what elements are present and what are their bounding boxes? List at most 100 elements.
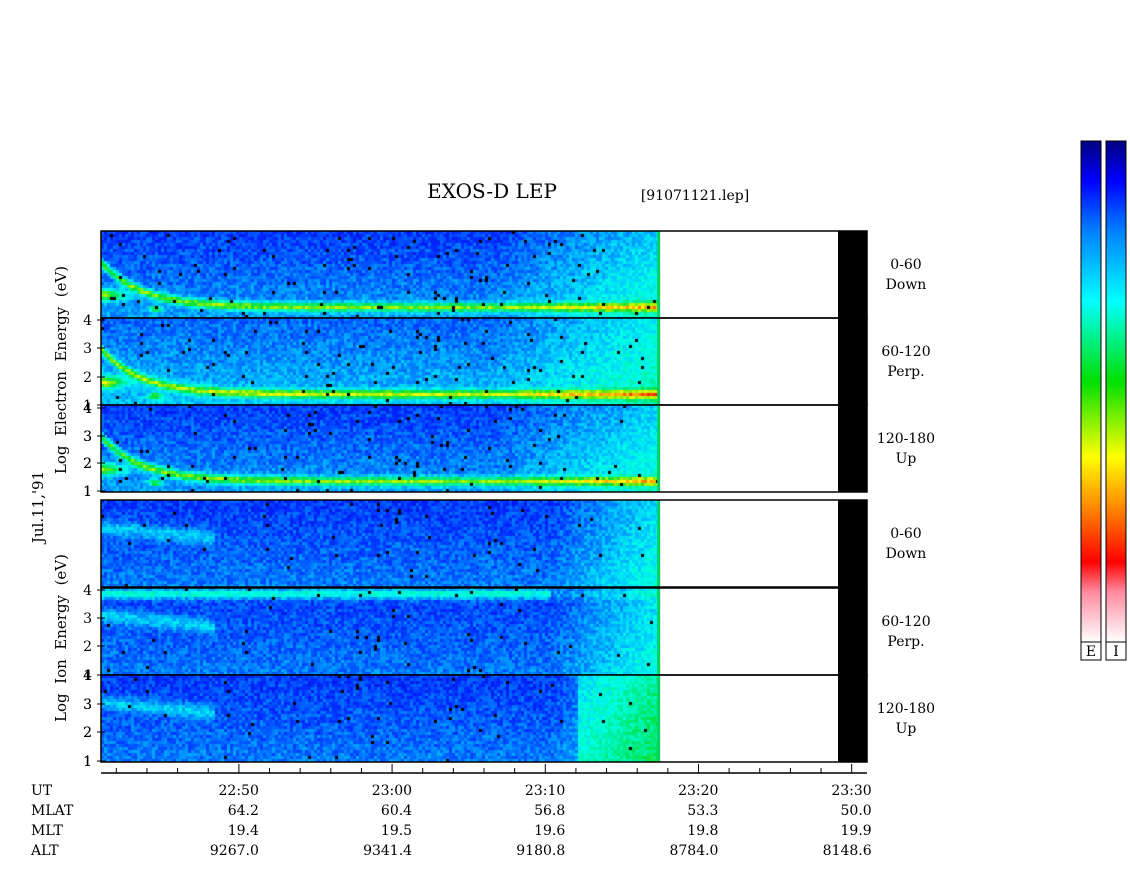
- orbit-row-label: UT: [31, 783, 53, 799]
- orbit-table: UT MLAT MLT ALT 22:50 64.2 19.4 9267.0 23:00 60.4…: [30, 783, 872, 859]
- no-data-block: [838, 231, 867, 318]
- orbit-value-alt: 8148.6: [823, 843, 872, 859]
- y-tick-label: 3: [83, 611, 92, 627]
- time-axis: [101, 764, 867, 774]
- panel-frame: [100, 674, 868, 763]
- panel-direction-label: Down: [886, 277, 927, 293]
- spectrogram-image: [101, 500, 660, 587]
- panel-0: 1 2 3 4: [83, 230, 868, 500]
- y-tick-label: 4: [83, 313, 92, 329]
- panel-1: 1 2 3 4: [83, 313, 868, 414]
- data-edge: [657, 318, 661, 405]
- y-tick-label: 4: [83, 401, 92, 417]
- y-tick-label: 1: [83, 754, 92, 770]
- y-tick-label: 2: [83, 370, 92, 386]
- y-tick-label: 4: [83, 668, 92, 684]
- panel-angle-label: 120-180: [877, 701, 935, 717]
- no-data-block: [838, 318, 867, 405]
- y-tick-label: 1: [83, 754, 92, 770]
- colorbar-label-e: E: [1086, 644, 1096, 660]
- no-data-block: [838, 500, 867, 587]
- y-tick-label: 1: [83, 668, 92, 684]
- orbit-value-mlat: 60.4: [381, 803, 412, 819]
- colorbar-ion: I: [1105, 140, 1127, 661]
- panel-angle-label: 60-120: [881, 344, 930, 360]
- orbit-value-alt: 9267.0: [210, 843, 259, 859]
- ion-ylabel: Log Ion Energy (eV): [52, 554, 70, 722]
- data-edge: [657, 588, 661, 675]
- y-tick-label: 3: [83, 697, 92, 713]
- axis-labels: 0-60 Down 60-120 Perp. 120-180 Up 0-60 Down 60-1…: [29, 257, 935, 737]
- y-tick-label: 3: [83, 429, 92, 445]
- panel-angle-label: 0-60: [890, 526, 921, 542]
- y-tick-label: 3: [83, 341, 92, 357]
- orbit-value-mlat: 50.0: [841, 803, 872, 819]
- orbit-value-mlt: 19.8: [687, 823, 718, 839]
- panel-2: 1 2 3 4: [83, 401, 868, 500]
- y-tick-label: 3: [83, 429, 92, 445]
- panel-direction-label: Down: [886, 546, 927, 562]
- orbit-value-ut: 23:10: [525, 783, 565, 799]
- chart-title: EXOS-D LEP: [427, 179, 557, 203]
- data-edge: [657, 405, 661, 492]
- panel-direction-label: Perp.: [887, 634, 924, 650]
- y-tick-label: 1: [83, 484, 92, 500]
- orbit-value-alt: 9341.4: [363, 843, 412, 859]
- colorbar-label-i: I: [1113, 644, 1119, 660]
- spectrogram-image: [101, 231, 660, 318]
- panel-angle-label: 0-60: [890, 257, 921, 273]
- y-tick-label: 2: [83, 456, 92, 472]
- date-label: Jul.11,'91: [29, 471, 47, 545]
- orbit-value-mlat: 53.3: [687, 803, 718, 819]
- spectrogram-image: [101, 588, 660, 675]
- y-tick-label: 2: [83, 456, 92, 472]
- orbit-value-mlt: 19.9: [841, 823, 872, 839]
- y-tick-label: 3: [83, 697, 92, 713]
- electron-ylabel: Log Electron Energy (eV): [52, 266, 70, 474]
- data-edge: [657, 675, 661, 762]
- orbit-value-mlt: 19.5: [381, 823, 412, 839]
- orbit-value-alt: 9180.8: [516, 843, 565, 859]
- panel-direction-label: Up: [896, 721, 917, 737]
- y-tick-label: 2: [83, 725, 92, 741]
- y-tick-label: 1: [83, 484, 92, 500]
- panel-3: 1 2 3 4: [83, 499, 868, 770]
- panel-direction-label: Up: [896, 451, 917, 467]
- y-tick-label: 2: [83, 725, 92, 741]
- panel-angle-label: 120-180: [877, 431, 935, 447]
- file-label: [91071121.lep]: [641, 188, 749, 204]
- orbit-value-mlt: 19.6: [534, 823, 565, 839]
- orbit-value-ut: 23:00: [372, 783, 412, 799]
- data-edge: [657, 500, 661, 587]
- panel-5: 1 2 3 4: [83, 668, 868, 770]
- y-tick-label: 1: [83, 398, 92, 414]
- no-data-block: [838, 405, 867, 492]
- panel-angle-label: 60-120: [881, 614, 930, 630]
- no-data-block: [838, 675, 867, 762]
- orbit-value-ut: 22:50: [219, 783, 259, 799]
- orbit-value-mlat: 64.2: [228, 803, 259, 819]
- y-tick-label: 4: [83, 401, 92, 417]
- panel-frame: [100, 499, 868, 588]
- colorbar-electron: E: [1080, 140, 1102, 661]
- orbit-row-label: MLT: [31, 823, 63, 839]
- data-edge: [657, 231, 661, 318]
- spectrogram-image: [101, 405, 660, 492]
- spectrogram-image: [101, 675, 660, 762]
- orbit-row-label: ALT: [30, 843, 59, 859]
- orbit-value-ut: 23:20: [678, 783, 718, 799]
- y-tick-label: 4: [83, 583, 92, 599]
- y-tick-label: 2: [83, 639, 92, 655]
- panel-direction-label: Perp.: [887, 364, 924, 380]
- orbit-value-mlat: 56.8: [534, 803, 565, 819]
- panel-4: 1 2 3 4: [83, 583, 868, 684]
- panel-frame: [100, 404, 868, 493]
- orbit-row-label: MLAT: [31, 803, 74, 819]
- orbit-value-ut: 23:30: [831, 783, 871, 799]
- spectrogram-image: [101, 318, 660, 405]
- orbit-value-alt: 8784.0: [669, 843, 718, 859]
- no-data-block: [838, 588, 867, 675]
- orbit-value-mlt: 19.4: [228, 823, 259, 839]
